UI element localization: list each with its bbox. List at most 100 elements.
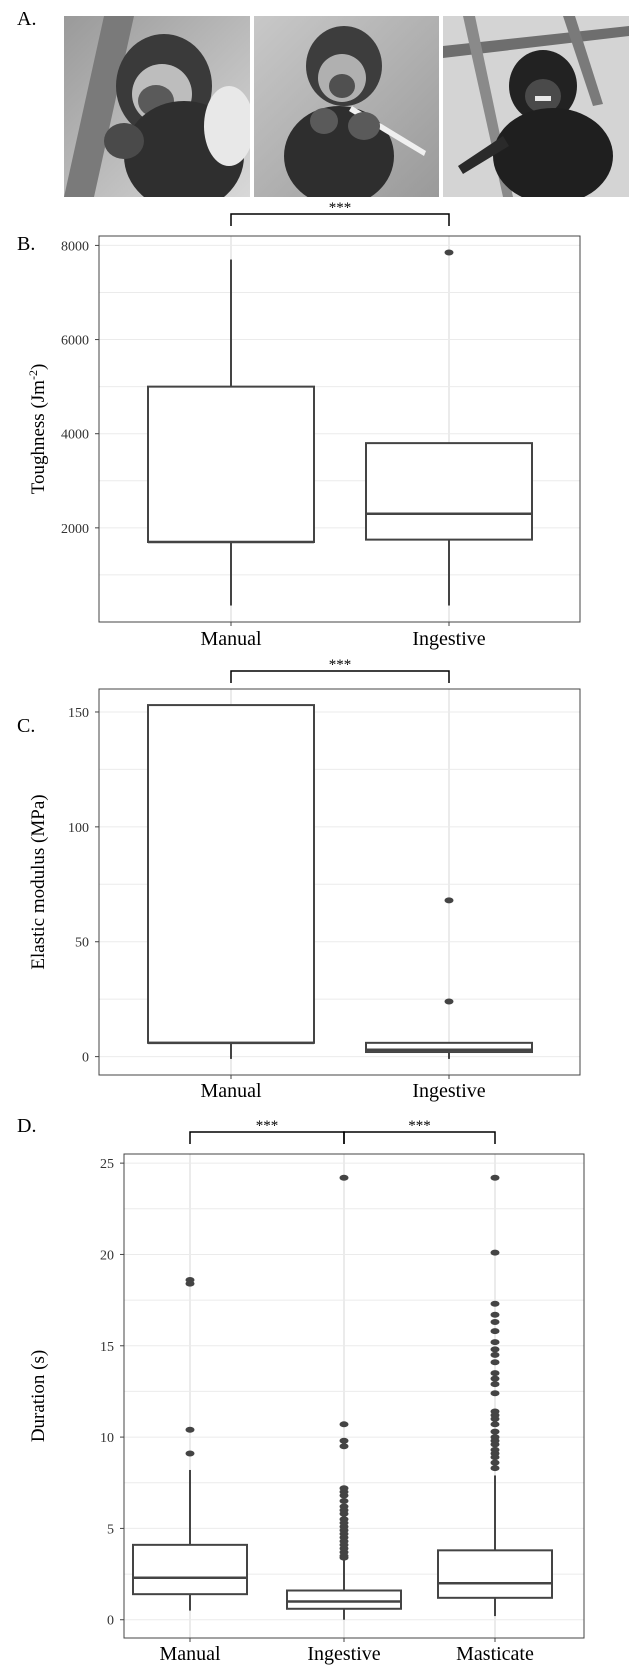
photo-strip bbox=[64, 16, 629, 197]
outlier-point bbox=[490, 1381, 500, 1388]
outlier-point bbox=[339, 1174, 349, 1181]
capuchin-photo-ingestive bbox=[253, 16, 440, 197]
y-tick-label: 5 bbox=[107, 1522, 114, 1537]
panel-label-c: C. bbox=[17, 715, 36, 737]
significance-label: *** bbox=[329, 657, 352, 673]
x-category-label: Masticate bbox=[456, 1643, 534, 1665]
outlier-point bbox=[185, 1450, 195, 1457]
outlier-point bbox=[490, 1370, 500, 1377]
outlier-point bbox=[444, 998, 454, 1005]
significance-bracket: *** bbox=[230, 200, 450, 226]
x-category-label: Ingestive bbox=[412, 1080, 485, 1102]
duration-boxplot: 0 5 10 15 20 25 Duration (s) Manual Ingestive Mas… bbox=[28, 1118, 585, 1665]
y-axis-label: Elastic modulus (MPa) bbox=[28, 794, 49, 969]
y-tick-label: 4000 bbox=[61, 428, 89, 443]
x-category-label: Manual bbox=[159, 1643, 221, 1665]
y-tick-label: 10 bbox=[100, 1431, 114, 1446]
box-ingestive bbox=[365, 897, 533, 1059]
y-tick-label: 8000 bbox=[61, 239, 89, 254]
y-axis-label-superscript: -2 bbox=[26, 370, 40, 380]
capuchin-photo-manual bbox=[64, 16, 250, 197]
outlier-point bbox=[490, 1351, 500, 1358]
outlier-point bbox=[490, 1421, 500, 1428]
elastic-modulus-boxplot: 0 50 100 150 Elastic modulus (MPa) Manual Inge… bbox=[28, 657, 581, 1102]
y-axis-label-close: ) bbox=[28, 364, 49, 370]
significance-label: *** bbox=[408, 1118, 431, 1134]
box-iqr bbox=[147, 385, 315, 543]
panel-label-a: A. bbox=[17, 8, 37, 30]
box-iqr bbox=[365, 1041, 533, 1054]
outlier-point bbox=[490, 1465, 500, 1472]
y-tick-label: 0 bbox=[82, 1051, 89, 1066]
bracket-line bbox=[343, 1131, 496, 1144]
outlier-point bbox=[490, 1454, 500, 1461]
outlier-point bbox=[490, 1311, 500, 1318]
outlier-point bbox=[490, 1346, 500, 1353]
outlier-point bbox=[490, 1459, 500, 1466]
box-manual bbox=[147, 704, 315, 1059]
y-tick-label: 15 bbox=[100, 1340, 114, 1355]
x-category-label: Manual bbox=[200, 628, 262, 650]
outlier-point bbox=[490, 1375, 500, 1382]
y-tick-label: 100 bbox=[68, 821, 89, 836]
y-tick-label: 0 bbox=[107, 1614, 114, 1629]
y-axis-label-text: Elastic modulus (MPa) bbox=[28, 794, 49, 969]
outlier-point bbox=[339, 1437, 349, 1444]
x-category-label: Ingestive bbox=[307, 1643, 380, 1665]
outlier-point bbox=[490, 1428, 500, 1435]
y-tick-label: 50 bbox=[75, 936, 89, 951]
box-iqr bbox=[286, 1589, 402, 1610]
plot-border bbox=[123, 1153, 585, 1639]
y-axis-label: Duration (s) bbox=[28, 1350, 49, 1442]
y-tick-label: 25 bbox=[100, 1157, 114, 1172]
panel-label-b: B. bbox=[17, 233, 36, 255]
outlier-point bbox=[490, 1328, 500, 1335]
outlier-point bbox=[339, 1421, 349, 1428]
significance-label: *** bbox=[256, 1118, 279, 1134]
outlier-point bbox=[490, 1174, 500, 1181]
outlier-point bbox=[339, 1554, 349, 1561]
outlier-point bbox=[490, 1415, 500, 1422]
outlier-point bbox=[490, 1339, 500, 1346]
bracket-line bbox=[230, 670, 450, 683]
outlier-point bbox=[185, 1280, 195, 1287]
outlier-point bbox=[444, 249, 454, 256]
outlier-point bbox=[490, 1441, 500, 1448]
y-tick-label: 150 bbox=[68, 706, 89, 721]
plot-border bbox=[98, 235, 581, 623]
box-ingestive bbox=[365, 249, 533, 606]
outlier-point bbox=[490, 1359, 500, 1366]
y-tick-label: 2000 bbox=[61, 522, 89, 537]
x-category-label: Manual bbox=[200, 1080, 262, 1102]
box-iqr bbox=[132, 1543, 248, 1596]
x-category-label: Ingestive bbox=[412, 628, 485, 650]
box-manual bbox=[147, 259, 315, 606]
outlier-point bbox=[339, 1492, 349, 1499]
outlier-point bbox=[185, 1426, 195, 1433]
box-masticate bbox=[437, 1174, 553, 1617]
y-axis-label-text: Duration (s) bbox=[28, 1350, 49, 1442]
significance-bracket: *** bbox=[230, 657, 450, 683]
outlier-point bbox=[339, 1510, 349, 1517]
panel-label-d: D. bbox=[17, 1115, 37, 1137]
significance-label: *** bbox=[329, 200, 352, 216]
y-axis-label-text: Toughness (Jm bbox=[28, 380, 49, 494]
outlier-point bbox=[444, 897, 454, 904]
outlier-point bbox=[339, 1443, 349, 1450]
box-manual bbox=[132, 1277, 248, 1611]
box-iqr bbox=[437, 1549, 553, 1599]
y-tick-label: 20 bbox=[100, 1248, 114, 1263]
y-tick-label: 6000 bbox=[61, 334, 89, 349]
plot-border bbox=[98, 688, 581, 1076]
outlier-point bbox=[490, 1300, 500, 1307]
outlier-point bbox=[490, 1319, 500, 1326]
outlier-point bbox=[339, 1498, 349, 1505]
box-ingestive bbox=[286, 1174, 402, 1620]
outlier-point bbox=[490, 1390, 500, 1397]
significance-bracket: *** bbox=[343, 1118, 496, 1144]
box-iqr bbox=[147, 704, 315, 1044]
significance-bracket: *** bbox=[189, 1118, 345, 1144]
outlier-point bbox=[490, 1249, 500, 1256]
box-iqr bbox=[365, 442, 533, 541]
y-axis-label: Toughness (Jm-2) bbox=[26, 364, 49, 495]
